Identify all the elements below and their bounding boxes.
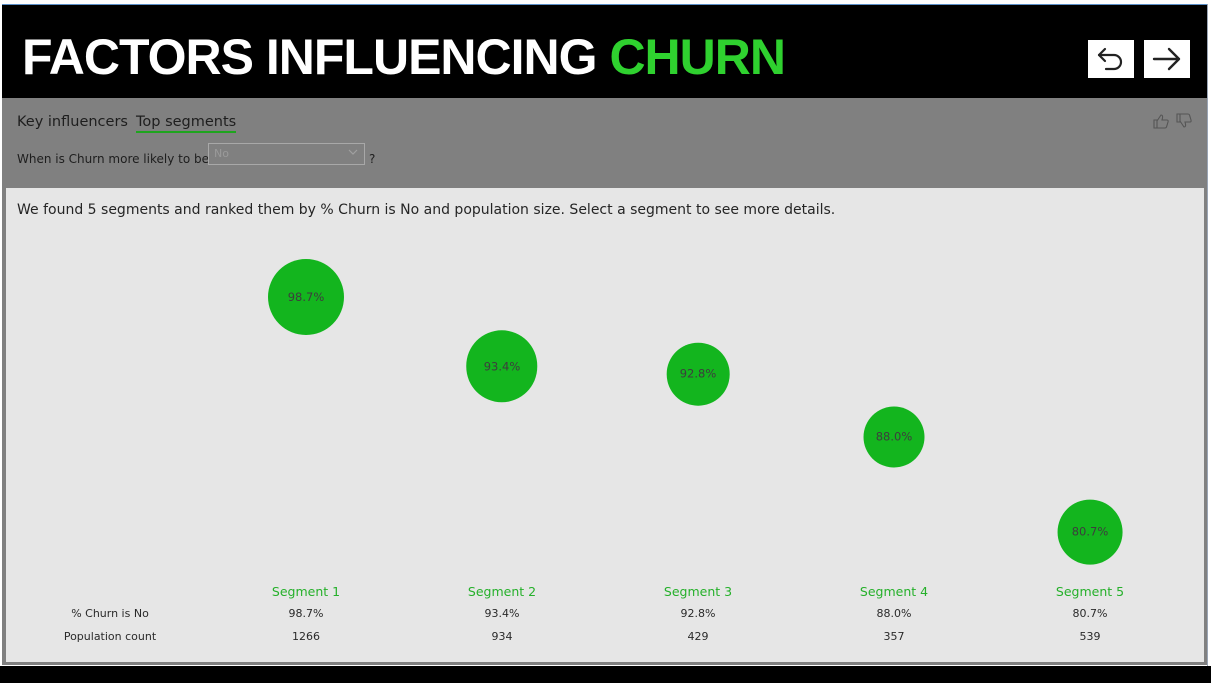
segment-pct-cell: 80.7% xyxy=(1072,607,1108,620)
churn-value-dropdown[interactable]: No xyxy=(208,143,365,165)
segment-bubble[interactable]: 93.4% xyxy=(466,330,538,402)
segment-population-cell: 539 xyxy=(1079,630,1101,643)
forward-button[interactable] xyxy=(1144,40,1190,78)
segments-panel: We found 5 segments and ranked them by %… xyxy=(6,188,1204,662)
undo-arrow-icon xyxy=(1097,47,1123,71)
segment-population-cell: 1266 xyxy=(292,630,320,643)
segment-bubble[interactable]: 92.8% xyxy=(666,342,730,406)
back-button[interactable] xyxy=(1088,40,1134,78)
segment-bubble[interactable]: 80.7% xyxy=(1057,499,1123,565)
segment-population-cell: 429 xyxy=(687,630,709,643)
bottom-bar xyxy=(0,666,1211,683)
segment-label[interactable]: Segment 4 xyxy=(859,584,929,599)
churn-question-label: When is Churn more likely to be xyxy=(17,152,209,166)
key-influencers-visual: Key influencers Top segments When is Chu… xyxy=(2,98,1207,665)
segment-label[interactable]: Segment 2 xyxy=(467,584,537,599)
segment-population-cell: 357 xyxy=(883,630,905,643)
thumbs-down-icon[interactable] xyxy=(1175,113,1193,129)
title-main: FACTORS INFLUENCING xyxy=(22,29,598,85)
metric-row-label: % Churn is No xyxy=(71,607,149,620)
question-mark: ? xyxy=(369,152,376,166)
segment-bubble[interactable]: 88.0% xyxy=(863,406,925,468)
title-accent: CHURN xyxy=(609,29,786,85)
segment-pct-cell: 88.0% xyxy=(876,607,912,620)
segment-bubble[interactable]: 98.7% xyxy=(268,259,344,335)
segments-summary: We found 5 segments and ranked them by %… xyxy=(17,202,836,218)
segment-pct-cell: 93.4% xyxy=(484,607,520,620)
chevron-down-icon xyxy=(348,149,358,155)
tab-key-influencers[interactable]: Key influencers xyxy=(17,114,128,130)
thumbs-up-icon[interactable] xyxy=(1152,113,1170,129)
segment-population-cell: 934 xyxy=(491,630,513,643)
border-line xyxy=(1207,4,1208,666)
page-title: FACTORS INFLUENCING CHURN xyxy=(22,29,786,85)
dropdown-selected-value: No xyxy=(214,147,229,160)
right-arrow-icon xyxy=(1152,47,1181,71)
segment-label[interactable]: Segment 5 xyxy=(1055,584,1125,599)
population-row-label: Population count xyxy=(63,630,157,643)
segment-label[interactable]: Segment 3 xyxy=(663,584,733,599)
segment-label[interactable]: Segment 1 xyxy=(271,584,341,599)
report-header: FACTORS INFLUENCING CHURN xyxy=(2,4,1207,98)
segment-pct-cell: 92.8% xyxy=(680,607,716,620)
tab-top-segments[interactable]: Top segments xyxy=(136,114,237,133)
segment-pct-cell: 98.7% xyxy=(288,607,324,620)
